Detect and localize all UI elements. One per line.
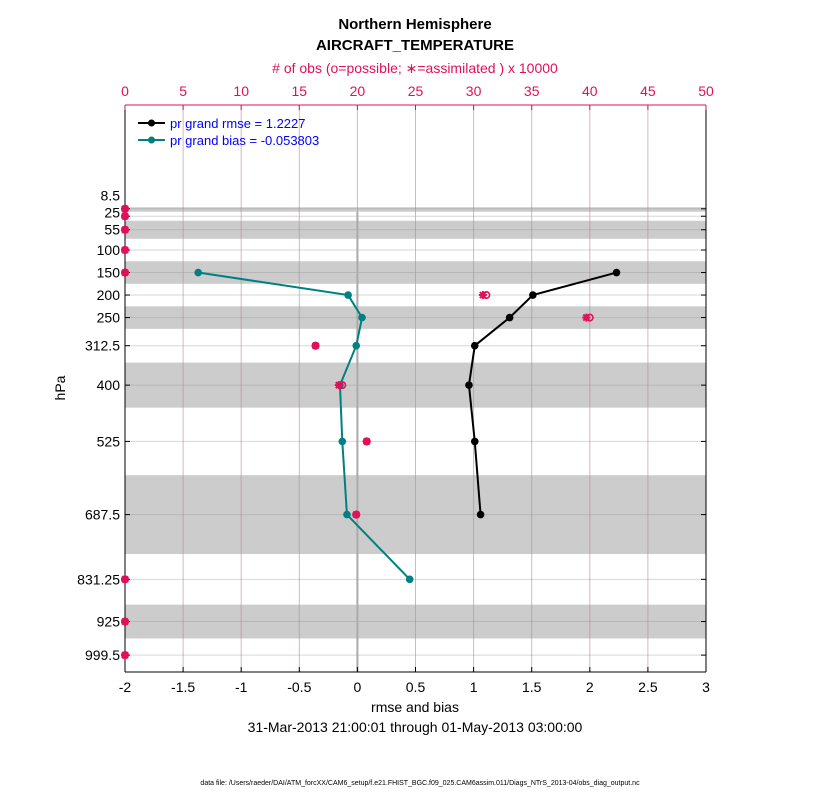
- x-tick-label: -1.5: [171, 679, 195, 695]
- obs-assimilated-marker: [352, 510, 361, 519]
- x-tick-label: 3: [702, 679, 710, 695]
- top-x-tick-label: 25: [408, 83, 424, 99]
- series-point-rmse: [470, 341, 479, 350]
- x-tick-label: -0.5: [287, 679, 311, 695]
- grid-lines: [124, 105, 707, 672]
- y-tick-label: 525: [97, 433, 121, 449]
- asterisk-stroke: [121, 617, 129, 626]
- series-point-rmse: [612, 268, 621, 277]
- date-range: 31-Mar-2013 21:00:01 through 01-May-2013…: [248, 719, 583, 735]
- axes: -2 -1.5 -1 -0.5 0 0.5 1 1.5 2 2.5 30 5 10 15 20 25 30 35 4…: [77, 83, 714, 695]
- legend: pr grand rmse = 1.2227 pr grand bias = -0…: [138, 116, 319, 148]
- obs-assimilated-marker: [582, 313, 591, 322]
- data-file-footer: data file: /Users/raeder/DAI/ATM_forcXX/…: [200, 780, 640, 787]
- y-tick-label: 55: [104, 222, 120, 238]
- x-tick-label: 2.5: [638, 679, 658, 695]
- series-point-bias: [358, 313, 366, 322]
- asterisk-stroke: [362, 437, 371, 446]
- y-tick-label: 25: [104, 205, 120, 221]
- asterisk-stroke: [121, 651, 129, 659]
- x-axis-label: rmse and bias: [371, 699, 459, 715]
- asterisk-stroke: [121, 226, 129, 234]
- top-x-tick-label: 20: [350, 83, 366, 99]
- obs-assimilated-marker: [121, 246, 129, 255]
- x-tick-label: 0: [354, 679, 362, 695]
- series-point-bias: [194, 268, 203, 277]
- obs-assimilated-marker: [121, 268, 129, 277]
- legend-marker: [148, 119, 155, 127]
- series-point-rmse: [465, 381, 473, 389]
- top-x-tick-label: 45: [640, 83, 656, 99]
- asterisk-stroke: [479, 291, 487, 299]
- asterisk-stroke: [121, 246, 129, 254]
- obs-assimilated-marker: [121, 575, 129, 584]
- legend-entry: pr grand rmse = 1.2227: [170, 116, 306, 131]
- obs-assimilated-marker: [311, 341, 320, 350]
- obs-assimilated-marker: [121, 212, 129, 221]
- top-x-tick-label: 30: [466, 83, 482, 99]
- top-x-tick-label: 0: [121, 83, 129, 99]
- asterisk-stroke: [582, 313, 591, 322]
- top-axis-label: # of obs (o=possible; ∗=assimilated ) x …: [272, 60, 558, 76]
- y-tick-label: 312.5: [85, 338, 120, 354]
- asterisk-stroke: [121, 205, 129, 213]
- obs-assimilated-marker: [121, 617, 129, 626]
- y-tick-label: 150: [97, 265, 121, 281]
- y-axis-label: hPa: [52, 375, 68, 400]
- series-point-rmse: [470, 437, 479, 446]
- y-tick-label: 400: [97, 377, 121, 393]
- top-x-tick-label: 50: [698, 83, 714, 99]
- series-point-rmse: [476, 510, 485, 519]
- x-tick-label: -2: [119, 679, 132, 695]
- legend-marker: [148, 136, 155, 144]
- asterisk-stroke: [121, 575, 129, 584]
- chart-subtitle: AIRCRAFT_TEMPERATURE: [316, 37, 514, 54]
- x-tick-label: 2: [586, 679, 594, 695]
- obs-assimilated-marker: [362, 437, 371, 446]
- y-tick-label: 8.5: [101, 188, 121, 204]
- obs-assimilated-marker: [121, 204, 129, 213]
- top-x-tick-label: 10: [233, 83, 249, 99]
- x-tick-label: 1.5: [522, 679, 542, 695]
- legend-entry: pr grand bias = -0.053803: [170, 133, 319, 148]
- top-x-tick-label: 5: [179, 83, 187, 99]
- asterisk-stroke: [311, 342, 320, 350]
- asterisk-stroke: [121, 212, 129, 220]
- series-point-bias: [338, 437, 347, 446]
- obs-assimilated-marker: [334, 381, 343, 390]
- y-tick-label: 687.5: [85, 507, 120, 523]
- obs-assimilated-marker: [121, 651, 129, 660]
- asterisk-stroke: [352, 510, 360, 519]
- series-point-bias: [405, 575, 414, 584]
- y-tick-label: 250: [97, 310, 121, 326]
- series-point-rmse: [505, 313, 514, 322]
- obs-assimilated-marker: [478, 291, 487, 300]
- top-x-tick-label: 35: [524, 83, 540, 99]
- obs-count-markers: [121, 204, 594, 660]
- y-tick-label: 100: [97, 242, 121, 258]
- top-x-tick-label: 15: [292, 83, 308, 99]
- top-x-tick-label: 40: [582, 83, 598, 99]
- x-tick-label: -1: [235, 679, 248, 695]
- obs-assimilated-marker: [121, 225, 129, 234]
- series-point-bias: [343, 510, 351, 519]
- x-tick-label: 1: [470, 679, 478, 695]
- asterisk-stroke: [121, 268, 129, 277]
- y-tick-label: 831.25: [77, 571, 120, 587]
- asterisk-stroke: [335, 381, 343, 389]
- x-tick-label: 0.5: [406, 679, 426, 695]
- series-line-bias: [198, 271, 411, 581]
- chart-title: Northern Hemisphere: [338, 16, 491, 33]
- y-tick-label: 999.5: [85, 647, 120, 663]
- series-point-rmse: [529, 291, 537, 299]
- y-tick-label: 200: [97, 287, 121, 303]
- y-tick-label: 925: [97, 614, 121, 630]
- series-point-bias: [352, 341, 361, 350]
- series-point-bias: [344, 291, 352, 299]
